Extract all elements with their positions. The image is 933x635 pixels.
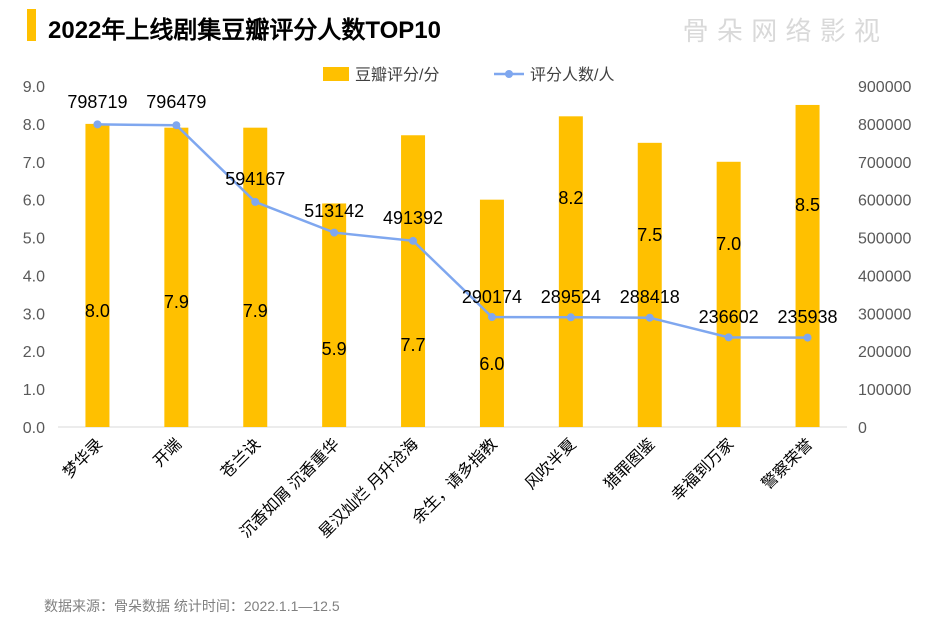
left-axis-tick: 3.0 xyxy=(23,306,45,323)
line-point xyxy=(409,236,418,245)
line-series xyxy=(97,123,808,339)
line-data-label: 513142 xyxy=(304,201,364,221)
watermark: 骨 朵 网 络 影 视 xyxy=(683,17,880,47)
category-label: 苍兰诀 xyxy=(217,435,264,482)
line-point xyxy=(330,228,339,237)
bar xyxy=(637,142,662,428)
right-axis-tick: 0 xyxy=(858,420,867,437)
legend-bar-label: 豆瓣评分/分 xyxy=(355,66,439,84)
left-axis-tick: 2.0 xyxy=(23,344,45,361)
category-label: 余生，请多指教 xyxy=(408,434,501,527)
line-data-label: 796479 xyxy=(146,92,206,112)
bar xyxy=(401,135,426,427)
bar xyxy=(85,123,110,427)
line-point xyxy=(172,121,181,130)
bar-data-label: 7.7 xyxy=(401,335,426,355)
bar-data-label: 7.9 xyxy=(164,292,189,312)
left-axis-tick: 6.0 xyxy=(23,193,45,210)
bar xyxy=(243,127,268,427)
line-point xyxy=(487,313,496,322)
line-point xyxy=(724,333,733,342)
right-axis-tick: 500000 xyxy=(858,231,911,248)
left-axis-tick: 0.0 xyxy=(23,420,45,437)
bar xyxy=(716,161,741,427)
line-data-label: 491392 xyxy=(383,208,443,228)
right-axis-tick: 400000 xyxy=(858,268,911,285)
right-axis-tick: 600000 xyxy=(858,193,911,210)
right-axis-tick: 900000 xyxy=(858,79,911,96)
category-label: 警察荣誉 xyxy=(758,435,816,493)
line-point xyxy=(645,313,654,322)
legend-line-marker xyxy=(505,70,513,78)
right-axis-tick: 200000 xyxy=(858,344,911,361)
bar xyxy=(558,116,583,428)
category-label: 风吹半夏 xyxy=(522,435,580,493)
right-axis-tick: 700000 xyxy=(858,155,911,172)
line-point xyxy=(251,197,260,206)
category-label: 猎罪图鉴 xyxy=(601,435,659,493)
category-label: 幸福到万家 xyxy=(668,435,737,504)
right-axis-tick: 800000 xyxy=(858,117,911,134)
right-axis-tick: 300000 xyxy=(858,306,911,323)
bar-data-label: 7.5 xyxy=(637,225,662,245)
chart-title: 2022年上线剧集豆瓣评分人数TOP10 xyxy=(48,17,441,44)
bar xyxy=(795,104,820,427)
legend-line-label: 评分人数/人 xyxy=(530,66,614,84)
left-axis-tick: 8.0 xyxy=(23,117,45,134)
left-axis-tick: 1.0 xyxy=(23,382,45,399)
bar-data-label: 8.0 xyxy=(85,301,110,321)
left-axis-tick: 9.0 xyxy=(23,79,45,96)
line-point xyxy=(93,120,102,129)
line-data-label: 236602 xyxy=(699,307,759,327)
bar-data-label: 8.2 xyxy=(558,188,583,208)
bar xyxy=(322,203,347,427)
source-note: 数据来源：骨朵数据 统计时间：2022.1.1—12.5 xyxy=(44,598,340,614)
title-accent-bar xyxy=(27,9,36,41)
line-point xyxy=(803,333,812,342)
line-point xyxy=(566,313,575,322)
line-data-label: 288418 xyxy=(620,287,680,307)
bar-data-label: 8.5 xyxy=(795,195,820,215)
left-axis-tick: 4.0 xyxy=(23,268,45,285)
line-data-label: 290174 xyxy=(462,287,522,307)
left-axis-tick: 7.0 xyxy=(23,155,45,172)
bar-data-label: 7.0 xyxy=(716,234,741,254)
category-label: 开端 xyxy=(150,435,185,470)
line-data-label: 798719 xyxy=(67,92,127,112)
line-data-label: 289524 xyxy=(541,287,601,307)
bar-data-label: 6.0 xyxy=(479,354,504,374)
bar-data-label: 7.9 xyxy=(243,301,268,321)
category-label: 梦华录 xyxy=(60,435,107,482)
line-data-label: 235938 xyxy=(778,307,838,327)
line-data-label: 594167 xyxy=(225,169,285,189)
bar xyxy=(164,127,189,427)
right-axis-tick: 100000 xyxy=(858,382,911,399)
legend-bar-swatch xyxy=(323,67,349,81)
bar-data-label: 5.9 xyxy=(322,339,347,359)
left-axis-tick: 5.0 xyxy=(23,231,45,248)
